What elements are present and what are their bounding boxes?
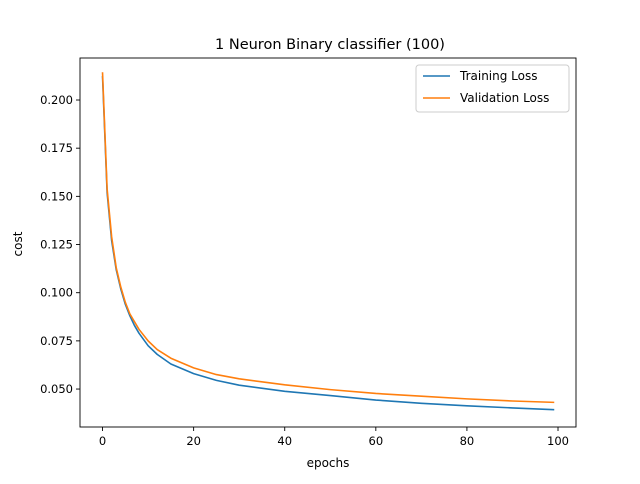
x-axis-label: epochs: [307, 456, 350, 470]
legend: Training Loss Validation Loss: [415, 64, 570, 113]
plot-frame: [79, 57, 577, 428]
y-tick-label: 0.150: [40, 189, 73, 203]
x-tick-label: 0: [99, 434, 106, 448]
legend-box: [415, 64, 570, 113]
x-tick-label: 20: [186, 434, 201, 448]
y-tick-label: 0.100: [40, 286, 73, 300]
y-axis-label: cost: [11, 231, 25, 256]
y-tick-label: 0.050: [40, 382, 73, 396]
legend-label-validation-loss: Validation Loss: [460, 91, 549, 105]
chart-title: 1 Neuron Binary classifier (100): [215, 37, 445, 53]
axes: 0 20 40 60 80 100 0.050 0.075 0.100 0.125 0.150 0.1…: [40, 57, 577, 448]
y-tick-label: 0.075: [40, 334, 73, 348]
x-tick-label: 100: [547, 434, 569, 448]
y-tick-label: 0.200: [40, 93, 73, 107]
y-tick-label: 0.125: [40, 238, 73, 252]
x-tick-label: 60: [369, 434, 384, 448]
series-line-validation-loss: [101, 72, 555, 404]
plot-lines: [101, 72, 555, 411]
legend-label-training-loss: Training Loss: [459, 69, 537, 83]
x-tick-label: 40: [277, 434, 292, 448]
x-tick-label: 80: [460, 434, 475, 448]
y-tick-label: 0.175: [40, 141, 73, 155]
